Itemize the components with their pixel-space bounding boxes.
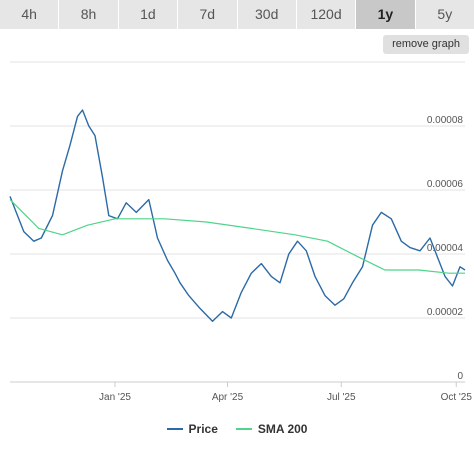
legend-label-price: Price bbox=[188, 422, 218, 436]
tab-1d[interactable]: 1d bbox=[118, 0, 179, 29]
price-chart: 0 0.00002 0.00004 0.00006 0.00008 Jan '25 Apr … bbox=[9, 61, 473, 403]
tab-7d[interactable]: 7d bbox=[178, 0, 238, 29]
legend-item-price[interactable]: Price bbox=[166, 422, 218, 436]
y-tick-label: 0.00002 bbox=[427, 307, 464, 318]
y-tick-label: 0 bbox=[457, 371, 463, 382]
legend-item-sma[interactable]: SMA 200 bbox=[235, 422, 308, 436]
tab-5y[interactable]: 5y bbox=[415, 0, 474, 29]
chart-legend: Price SMA 200 bbox=[0, 418, 474, 440]
price-line bbox=[9, 109, 466, 322]
y-tick-label: 0.00008 bbox=[427, 115, 464, 126]
tab-1y[interactable]: 1y bbox=[356, 0, 416, 29]
x-tick-label: Apr '25 bbox=[212, 392, 244, 403]
remove-graph-button[interactable]: remove graph bbox=[383, 35, 469, 54]
y-tick-label: 0.00004 bbox=[427, 243, 464, 254]
tab-4h[interactable]: 4h bbox=[0, 0, 60, 29]
legend-label-sma: SMA 200 bbox=[257, 422, 308, 436]
y-tick-label: 0.00006 bbox=[427, 179, 464, 190]
x-tick-label: Jan '25 bbox=[99, 392, 131, 403]
price-swatch bbox=[166, 428, 183, 430]
tab-30d[interactable]: 30d bbox=[237, 0, 297, 29]
timeframe-tabs: 4h 8h 1d 7d 30d 120d 1y 5y bbox=[0, 0, 474, 30]
x-tick-label: Jul '25 bbox=[327, 392, 356, 403]
tab-120d[interactable]: 120d bbox=[296, 0, 357, 29]
sma-line bbox=[9, 199, 465, 274]
x-tick-label: Oct '25 bbox=[441, 392, 473, 403]
sma-swatch bbox=[235, 428, 252, 430]
tab-8h[interactable]: 8h bbox=[59, 0, 119, 29]
